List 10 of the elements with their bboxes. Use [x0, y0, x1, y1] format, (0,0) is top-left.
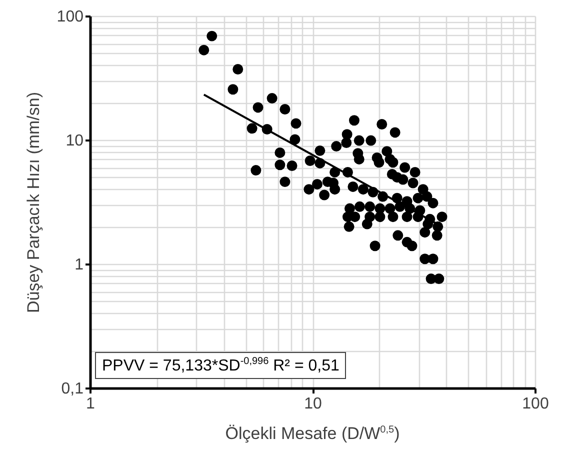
x-tick-label: 10	[304, 396, 322, 412]
y-tick-label: 0,1	[61, 380, 84, 398]
x-tick-label: 1	[86, 396, 96, 412]
y-tick-label: 1	[74, 256, 84, 274]
y-tick-label: 100	[56, 8, 84, 26]
y-axis-title: Düşey Parçacık Hızı (mm/sn)	[24, 92, 43, 314]
x-axis-title: Ölçekli Mesafe (D/W$^{0,5}$)	[224, 424, 401, 444]
annotation: PPVV = 75,133*SD$^{-0,996}$ R² = 0,51	[95, 352, 346, 380]
x-tick-label: 100	[522, 396, 549, 412]
y-tick-label: 10	[66, 132, 84, 150]
